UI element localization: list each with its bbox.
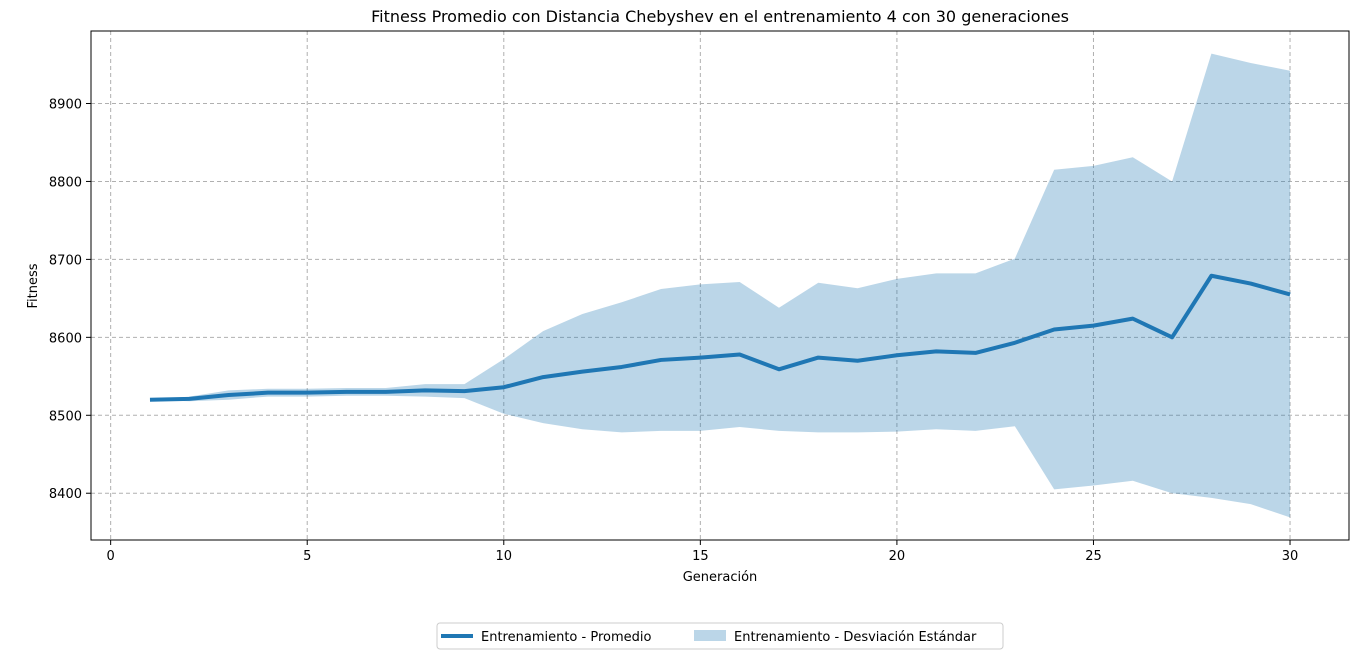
x-tick-label: 15 bbox=[692, 549, 709, 564]
plot-frame bbox=[90, 30, 1350, 541]
legend-frame bbox=[436, 622, 1004, 650]
chart-title: Fitness Promedio con Distancia Chebyshev… bbox=[371, 7, 1069, 26]
legend-label-std: Entrenamiento - Desviación Estándar bbox=[734, 630, 977, 645]
legend: Entrenamiento - Promedio Entrenamiento -… bbox=[436, 622, 1004, 650]
grid bbox=[91, 31, 1349, 540]
x-tick-label: 5 bbox=[303, 549, 311, 564]
y-tick-label: 8700 bbox=[49, 253, 82, 268]
x-tick-label: 20 bbox=[889, 549, 906, 564]
y-axis: 8400 8500 8600 8700 8800 8900 bbox=[49, 97, 91, 502]
std-band-layer bbox=[149, 53, 1291, 518]
x-tick-label: 30 bbox=[1282, 549, 1299, 564]
y-tick-label: 8800 bbox=[49, 175, 82, 190]
legend-swatch-std bbox=[694, 630, 726, 641]
x-axis: 0 5 10 15 20 25 30 bbox=[107, 540, 1299, 564]
x-tick-label: 10 bbox=[496, 549, 513, 564]
y-axis-label: Fitness bbox=[26, 263, 41, 308]
x-axis-label: Generación bbox=[683, 570, 758, 585]
y-tick-label: 8500 bbox=[49, 409, 82, 424]
legend-label-mean: Entrenamiento - Promedio bbox=[481, 630, 651, 645]
y-tick-label: 8600 bbox=[49, 331, 82, 346]
mean-line bbox=[149, 273, 1291, 402]
mean-line-layer bbox=[149, 273, 1291, 402]
x-tick-label: 25 bbox=[1085, 549, 1102, 564]
std-band bbox=[149, 53, 1291, 518]
y-tick-label: 8900 bbox=[49, 97, 82, 112]
y-tick-label: 8400 bbox=[49, 487, 82, 502]
x-tick-label: 0 bbox=[107, 549, 115, 564]
